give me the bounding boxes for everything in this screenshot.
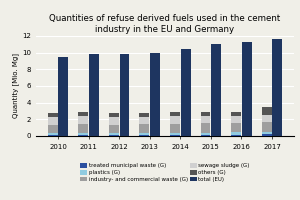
Bar: [231, 116, 241, 123]
Bar: [140, 124, 149, 133]
Bar: [78, 124, 88, 133]
Bar: [262, 134, 272, 136]
Bar: [262, 122, 272, 132]
Bar: [272, 39, 282, 136]
Bar: [170, 133, 180, 134]
Y-axis label: Quantity [Mio. Mg]: Quantity [Mio. Mg]: [13, 53, 20, 118]
Bar: [170, 112, 180, 116]
Legend: treated municipal waste (G), plastics (G), industry- and commercial waste (G), s: treated municipal waste (G), plastics (G…: [78, 161, 252, 184]
Bar: [150, 53, 160, 136]
Bar: [201, 134, 210, 136]
Bar: [140, 113, 149, 117]
Bar: [170, 116, 180, 124]
Bar: [170, 124, 180, 133]
Bar: [201, 116, 210, 123]
Bar: [109, 135, 119, 136]
Bar: [231, 134, 241, 136]
Bar: [78, 133, 88, 135]
Bar: [58, 57, 68, 136]
Bar: [262, 132, 272, 134]
Bar: [78, 112, 88, 116]
Title: Quantities of refuse derived fuels used in the cement
industry in the EU and Ger: Quantities of refuse derived fuels used …: [50, 14, 280, 34]
Bar: [140, 117, 149, 124]
Bar: [140, 135, 149, 136]
Bar: [120, 54, 129, 136]
Bar: [48, 125, 58, 133]
Bar: [109, 125, 119, 133]
Bar: [78, 116, 88, 124]
Bar: [201, 133, 210, 134]
Bar: [262, 115, 272, 122]
Bar: [48, 135, 58, 136]
Bar: [242, 42, 252, 136]
Bar: [109, 133, 119, 135]
Bar: [48, 133, 58, 135]
Bar: [109, 117, 119, 125]
Bar: [48, 117, 58, 125]
Bar: [201, 112, 210, 116]
Bar: [181, 49, 190, 136]
Bar: [140, 133, 149, 135]
Bar: [211, 44, 221, 136]
Bar: [48, 113, 58, 117]
Bar: [262, 107, 272, 115]
Bar: [231, 123, 241, 132]
Bar: [109, 113, 119, 117]
Bar: [231, 112, 241, 116]
Bar: [201, 123, 210, 133]
Bar: [231, 132, 241, 134]
Bar: [170, 134, 180, 136]
Bar: [89, 54, 99, 136]
Bar: [78, 135, 88, 136]
